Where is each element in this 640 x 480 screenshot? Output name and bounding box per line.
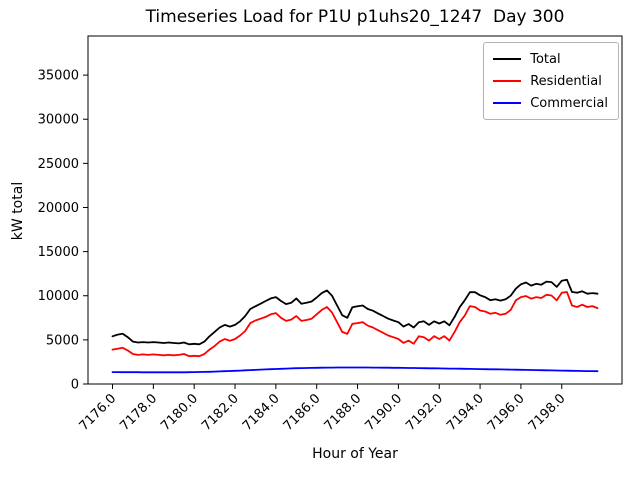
legend-label: Total bbox=[530, 51, 561, 67]
x-tick-label: 7180.0 bbox=[158, 391, 201, 434]
x-tick-label: 7190.0 bbox=[362, 391, 405, 434]
legend-label: Commercial bbox=[530, 95, 608, 111]
y-tick-label: 20000 bbox=[38, 201, 79, 216]
y-tick-label: 10000 bbox=[38, 289, 79, 304]
x-tick-label: 7198.0 bbox=[526, 391, 569, 434]
x-tick-label: 7192.0 bbox=[403, 391, 446, 434]
legend: Total Residential Commercial bbox=[483, 42, 619, 120]
legend-item-commercial: Commercial bbox=[493, 92, 608, 114]
series-line-total bbox=[111, 278, 599, 346]
legend-label: Residential bbox=[530, 73, 602, 89]
y-tick-label: 35000 bbox=[38, 69, 79, 84]
plot-border bbox=[87, 35, 623, 385]
y-tick-label: 25000 bbox=[38, 157, 79, 172]
y-tick-label: 30000 bbox=[38, 113, 79, 128]
chart-title: Timeseries Load for P1U p1uhs20_1247 Day… bbox=[145, 7, 565, 27]
commercial-line-sample bbox=[493, 102, 522, 104]
total-line-sample bbox=[493, 58, 522, 60]
y-tick-label: 5000 bbox=[46, 333, 79, 348]
x-tick-label: 7194.0 bbox=[444, 391, 487, 434]
x-tick-label: 7186.0 bbox=[281, 391, 324, 434]
residential-line-sample bbox=[493, 80, 522, 82]
y-axis-label: kW total bbox=[10, 182, 26, 240]
series-line-commercial bbox=[111, 366, 599, 374]
x-tick-label: 7178.0 bbox=[117, 391, 160, 434]
legend-item-residential: Residential bbox=[493, 70, 608, 92]
legend-item-total: Total bbox=[493, 48, 608, 70]
series-line-residential bbox=[111, 291, 599, 358]
x-axis-label: Hour of Year bbox=[312, 446, 398, 462]
x-tick-label: 7188.0 bbox=[322, 391, 365, 434]
x-tick-label: 7182.0 bbox=[199, 391, 242, 434]
y-tick-label: 0 bbox=[71, 378, 79, 393]
y-tick-label: 15000 bbox=[38, 245, 79, 260]
x-tick-label: 7176.0 bbox=[77, 391, 120, 434]
x-tick-label: 7184.0 bbox=[240, 391, 283, 434]
x-tick-label: 7196.0 bbox=[485, 391, 528, 434]
